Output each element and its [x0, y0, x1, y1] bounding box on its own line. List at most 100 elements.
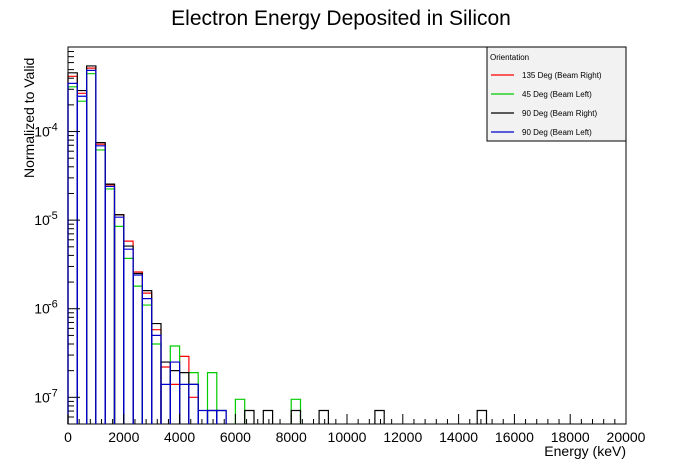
legend-item: 45 Deg (Beam Left) [491, 90, 592, 99]
histogram-bin [85, 67, 97, 424]
x-tick-label: 8000 [276, 429, 307, 445]
histogram-bin [67, 75, 78, 424]
histogram-bin [178, 383, 190, 424]
x-tick-label: 18000 [551, 429, 590, 445]
histogram-bin [178, 355, 190, 424]
x-axis: 0 2000 4000 6000 8000 10000 12000 14000 16000 180… [64, 414, 646, 445]
legend-label: 45 Deg (Beam Left) [522, 90, 592, 99]
histogram-bin [85, 65, 97, 424]
histogram-bin [113, 214, 125, 424]
x-tick-label: 20000 [607, 429, 646, 445]
series-3 [67, 69, 227, 424]
histogram-bin [188, 383, 199, 424]
histogram-bin [206, 409, 218, 424]
histogram-bin [123, 257, 134, 424]
legend-label: 90 Deg (Beam Right) [522, 109, 597, 118]
series-2 [67, 65, 488, 424]
histogram-series-layer [67, 65, 488, 424]
histogram-bin [113, 225, 125, 424]
histogram-bin [76, 89, 88, 424]
histogram-bin [206, 409, 218, 424]
y-axis-label: Normalized to Valid [21, 58, 37, 178]
histogram-bin [206, 372, 218, 424]
histogram-bin [141, 290, 153, 424]
histogram-bin [151, 343, 162, 424]
histogram-bin [169, 370, 181, 424]
y-tick-exponent: -7 [48, 387, 58, 399]
histogram-bin [67, 82, 78, 424]
histogram-bin [67, 72, 78, 424]
histogram-bin [244, 409, 255, 424]
histogram-bin [216, 409, 227, 424]
histogram-bin [290, 409, 302, 424]
legend-item: 90 Deg (Beam Left) [491, 128, 592, 137]
legend-title: Orientation [490, 53, 529, 62]
histogram-bin [151, 334, 162, 424]
series-1 [67, 73, 302, 424]
histogram-bin [132, 285, 143, 424]
histogram-bin [113, 216, 125, 424]
histogram-bin [160, 366, 171, 424]
histogram-bin [104, 188, 116, 424]
x-tick-label: 4000 [164, 429, 195, 445]
chart-title: Electron Energy Deposited in Silicon [171, 7, 511, 30]
histogram-bin [188, 372, 199, 424]
histogram-bin [95, 143, 106, 424]
histogram-bin [262, 409, 274, 424]
histogram-bin [123, 240, 134, 424]
histogram-bin [123, 248, 134, 424]
y-tick-exponent: -5 [48, 210, 58, 222]
histogram-bin [76, 100, 88, 424]
histogram-bin [132, 274, 143, 424]
legend-label: 135 Deg (Beam Right) [522, 71, 602, 80]
y-tick-label: 10 [34, 389, 50, 405]
x-tick-label: 6000 [220, 429, 251, 445]
legend-item: 90 Deg (Beam Right) [491, 109, 597, 118]
histogram-bin [104, 184, 116, 424]
x-tick-label: 10000 [328, 429, 367, 445]
x-tick-label: 16000 [495, 429, 534, 445]
histogram-bin [113, 214, 125, 424]
y-tick-label: 10 [34, 124, 50, 140]
histogram-bin [76, 92, 88, 424]
y-tick-exponent: -6 [48, 299, 58, 311]
histogram-bin [178, 372, 190, 424]
x-tick-label: 2000 [108, 429, 139, 445]
histogram-bin [188, 383, 199, 424]
histogram-bin [95, 142, 106, 424]
y-axis: 10-710-610-510-4 [34, 51, 80, 425]
histogram-bin [169, 383, 181, 424]
histogram-bin [76, 95, 88, 424]
histogram-bin [95, 145, 106, 424]
y-tick-label: 10 [34, 301, 50, 317]
x-tick-label: 14000 [439, 429, 478, 445]
y-tick-label: 10 [34, 212, 50, 228]
histogram-bin [476, 409, 488, 424]
histogram-bin [290, 398, 302, 424]
histogram-bin [141, 292, 153, 424]
histogram-bin [95, 149, 106, 424]
histogram-bin [141, 298, 153, 424]
legend: Orientation 135 Deg (Beam Right) 45 Deg (… [486, 46, 627, 142]
histogram-bin [160, 383, 171, 424]
histogram-bin [104, 185, 116, 424]
histogram-bin [318, 409, 329, 424]
histogram-bin [160, 361, 171, 424]
x-tick-label: 12000 [383, 429, 422, 445]
x-tick-label: 0 [64, 429, 72, 445]
histogram-bin [141, 304, 153, 424]
histogram-bin [374, 409, 385, 424]
histogram-bin [234, 398, 246, 424]
histogram-bin [123, 245, 134, 424]
legend-label: 90 Deg (Beam Left) [522, 128, 592, 137]
histogram-bin [85, 73, 97, 424]
histogram-bin [169, 361, 181, 424]
histogram-bin [132, 271, 143, 424]
x-axis-label: Energy (keV) [544, 443, 626, 459]
histogram-bin [132, 272, 143, 424]
histogram-bin [85, 69, 97, 424]
histogram-bin [197, 409, 209, 424]
histogram-bin [151, 322, 162, 424]
legend-item: 135 Deg (Beam Right) [491, 71, 602, 80]
